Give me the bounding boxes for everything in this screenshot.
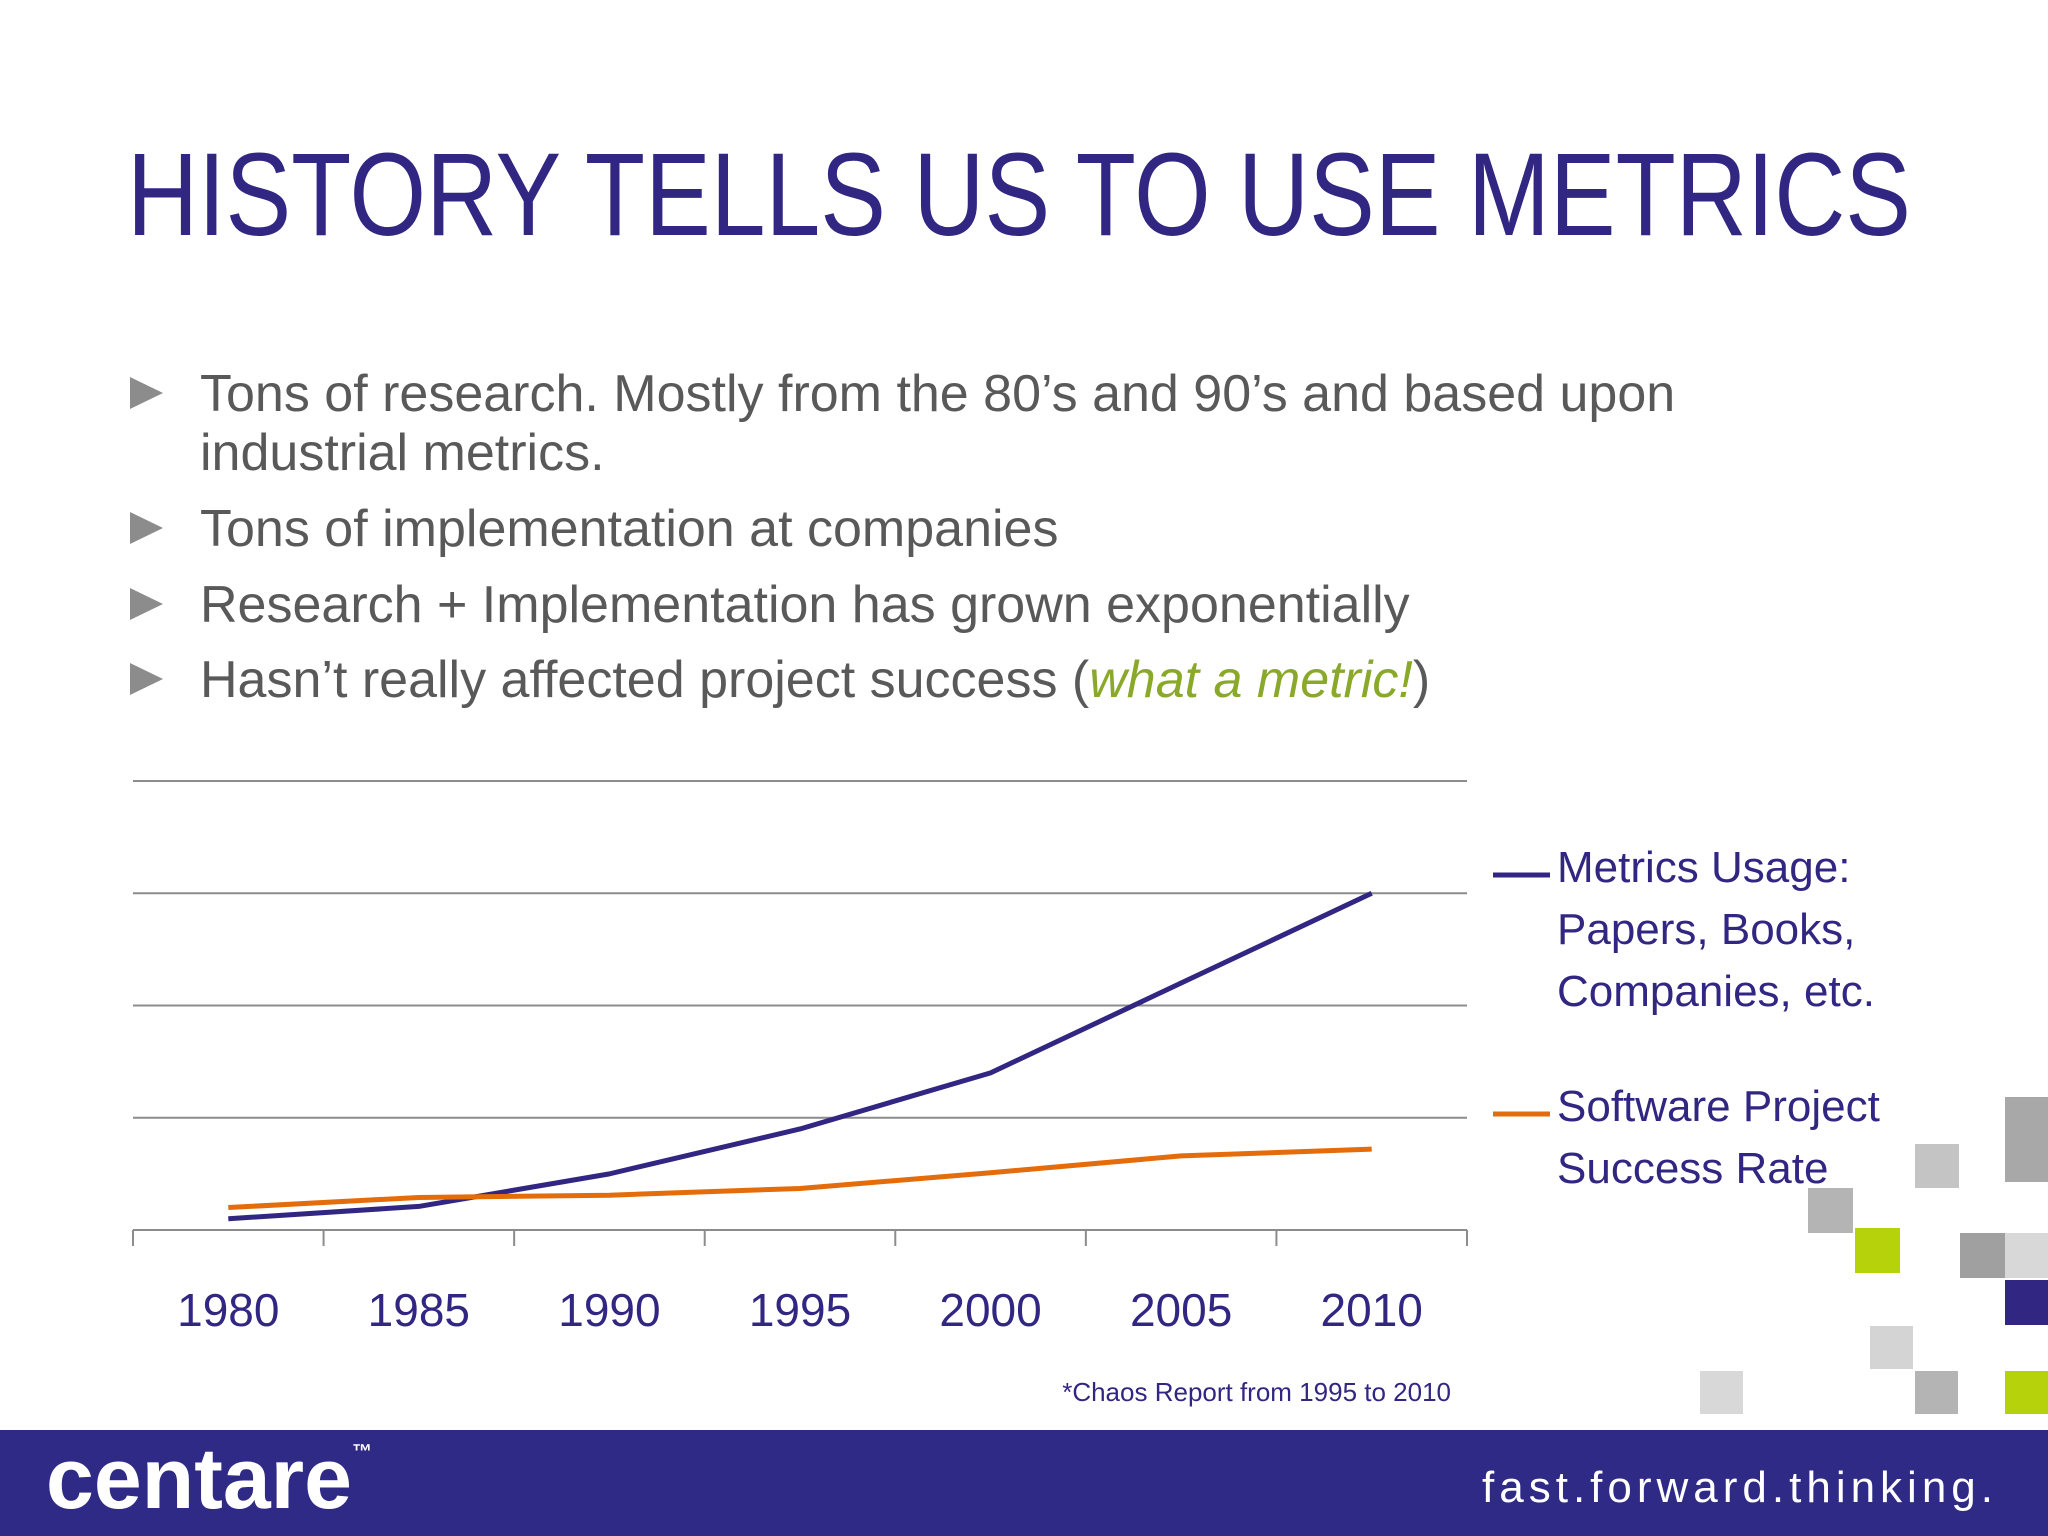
x-tick-label: 1990 [558, 1284, 660, 1336]
bullet-text: Tons of implementation at companies [200, 500, 1058, 558]
bullet-list: Tons of research. Mostly from the 80’s a… [130, 365, 1675, 709]
chart: 1980 1985 1990 1995 2000 2005 2010 Metrics Usag… [132, 780, 1880, 1336]
logo: centare™ [46, 1431, 372, 1527]
legend-label: Software Project Success Rate [1557, 1082, 1880, 1193]
decorative-squares [1700, 1097, 2048, 1414]
x-tick-label: 1985 [368, 1284, 470, 1336]
bullet-icon [130, 512, 163, 544]
footer-band [0, 1430, 2048, 1536]
bullet-text: industrial metrics. [200, 424, 605, 482]
legend-item: Software Project Success Rate [1557, 1082, 1880, 1193]
bullet-icon [130, 588, 163, 620]
x-tick-label: 2000 [939, 1284, 1041, 1336]
logo-text: centare [46, 1431, 352, 1527]
legend-label: Metrics Usage: Papers, Books, Companies,… [1557, 843, 1875, 1016]
bullet-text-part: Hasn’t really affected project success ( [200, 651, 1090, 709]
bullet-emphasis: what a metric! [1089, 651, 1413, 709]
slide-title: HISTORY TELLS US TO USE METRICS [127, 129, 1911, 261]
x-tick-label: 2005 [1130, 1284, 1232, 1336]
chart-annotation: *Chaos Report from 1995 to 2010 [1062, 1377, 1451, 1407]
bullet-text-part: ) [1413, 651, 1430, 709]
legend-item: Metrics Usage: Papers, Books, Companies,… [1557, 843, 1875, 1016]
tagline: fast.forward.thinking. [1482, 1463, 1998, 1512]
bullet-text: Research + Implementation has grown expo… [200, 576, 1410, 634]
series-line [228, 890, 1373, 1222]
x-tick-label: 1995 [749, 1284, 851, 1336]
bullet-icon [130, 377, 163, 409]
logo-trademark: ™ [352, 1441, 372, 1463]
bullet-text: Hasn’t really affected project success (… [200, 651, 1430, 709]
x-tick-label: 2010 [1321, 1284, 1423, 1336]
series-line [228, 1146, 1372, 1211]
bullet-icon [130, 663, 163, 695]
x-tick-label: 1980 [177, 1284, 279, 1336]
bullet-text: Tons of research. Mostly from the 80’s a… [200, 365, 1675, 423]
